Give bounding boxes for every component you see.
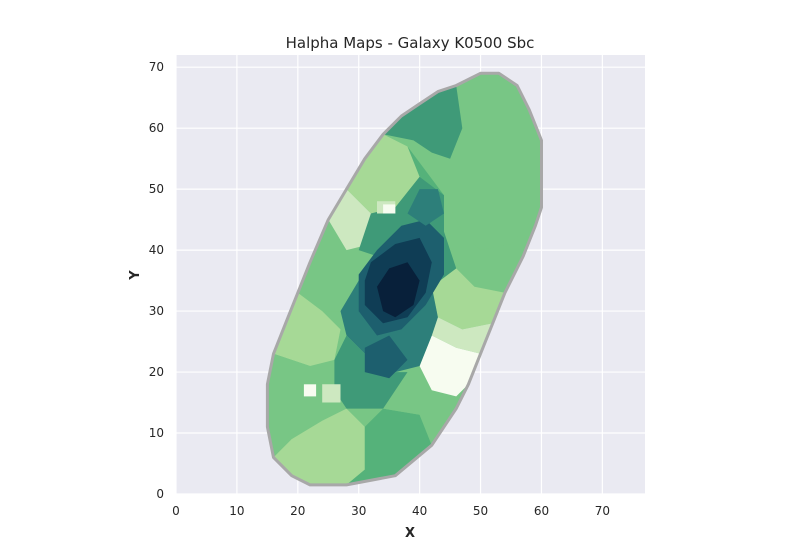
galaxy-region — [267, 353, 335, 440]
x-tick-label: 30 — [351, 504, 366, 518]
galaxy-region — [383, 204, 396, 214]
x-axis-label: X — [405, 526, 415, 541]
galaxy-region — [419, 335, 481, 397]
x-tick-labels: 0 10 20 30 40 50 60 70 — [172, 504, 610, 518]
y-tick-label: 10 — [149, 426, 164, 440]
x-tick-label: 10 — [229, 504, 244, 518]
y-tick-label: 40 — [149, 243, 164, 257]
x-tick-label: 40 — [412, 504, 427, 518]
chart-title: Halpha Maps - Galaxy K0500 Sbc — [286, 34, 535, 52]
galaxy-region — [407, 189, 444, 226]
galaxy-outline-layer — [265, 71, 543, 487]
y-tick-label: 70 — [149, 60, 164, 74]
galaxy-region — [273, 408, 365, 485]
galaxy-region — [346, 134, 420, 214]
x-tick-label: 60 — [534, 504, 549, 518]
y-tick-label: 30 — [149, 304, 164, 318]
galaxy-region — [431, 268, 505, 330]
y-tick-label: 60 — [149, 121, 164, 135]
galaxy-outline — [265, 71, 543, 487]
x-tick-label: 70 — [595, 504, 610, 518]
y-tick-label: 50 — [149, 182, 164, 196]
galaxy-region — [377, 262, 420, 318]
galaxy-region — [444, 231, 524, 293]
galaxy-region — [346, 408, 432, 485]
galaxy-region — [431, 317, 493, 354]
galaxy-region — [364, 335, 408, 379]
y-axis-label: Y — [128, 270, 143, 281]
x-tick-label: 20 — [290, 504, 305, 518]
galaxy-region — [322, 384, 341, 403]
galaxy-region — [297, 219, 359, 312]
x-tick-label: 0 — [172, 504, 180, 518]
galaxy-region — [383, 85, 463, 159]
y-tick-labels: 0 10 20 30 40 50 60 70 — [149, 60, 164, 501]
galaxy-region — [303, 384, 317, 397]
y-tick-label: 20 — [149, 365, 164, 379]
galaxy-regions — [267, 73, 542, 485]
galaxy-region — [273, 292, 341, 366]
x-tick-label: 50 — [473, 504, 488, 518]
y-tick-label: 0 — [156, 487, 164, 501]
